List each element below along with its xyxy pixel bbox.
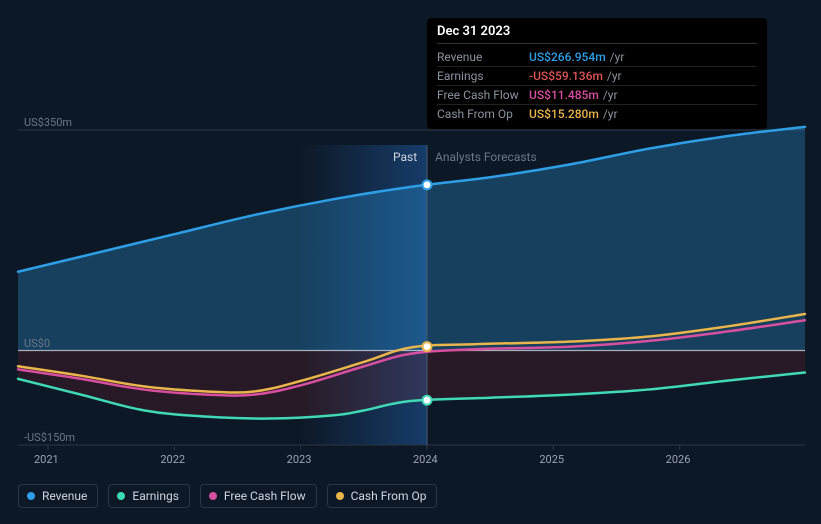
tooltip-row-value: US$266.954m [529, 48, 606, 66]
tooltip-row-unit: /yr [610, 48, 625, 66]
tooltip-row-label: Free Cash Flow [437, 86, 529, 104]
x-axis-label: 2025 [539, 453, 564, 466]
tooltip-row-label: Earnings [437, 67, 529, 85]
tooltip-row-unit: /yr [603, 105, 618, 123]
legend-item[interactable]: Free Cash Flow [200, 484, 317, 508]
tooltip-row-label: Revenue [437, 48, 529, 66]
legend-item[interactable]: Revenue [18, 484, 98, 508]
tooltip-row: Cash From OpUS$15.280m/yr [437, 105, 757, 123]
financials-chart: US$350m US$0 -US$150m Past Analysts Fore… [0, 0, 821, 524]
legend-item-label: Free Cash Flow [224, 489, 306, 503]
x-axis-label: 2022 [160, 453, 185, 466]
tooltip-title: Dec 31 2023 [437, 24, 757, 44]
y-axis-label: US$0 [24, 337, 50, 350]
tooltip-row-value: -US$59.136m [529, 67, 603, 85]
tooltip-row-value: US$15.280m [529, 105, 599, 123]
past-label: Past [393, 150, 417, 164]
legend-dot-icon [117, 492, 125, 500]
legend-item-label: Cash From Op [351, 489, 427, 503]
legend-item[interactable]: Cash From Op [327, 484, 438, 508]
x-axis-label: 2026 [666, 453, 691, 466]
tooltip-row: RevenueUS$266.954m/yr [437, 48, 757, 67]
legend-item[interactable]: Earnings [108, 484, 190, 508]
tooltip-row-unit: /yr [607, 67, 622, 85]
tooltip-row: Earnings-US$59.136m/yr [437, 67, 757, 86]
forecast-label: Analysts Forecasts [435, 150, 537, 164]
tooltip: Dec 31 2023 RevenueUS$266.954m/yrEarning… [427, 18, 767, 129]
legend-dot-icon [336, 492, 344, 500]
x-axis-label: 2024 [413, 453, 438, 466]
legend: Revenue Earnings Free Cash Flow Cash From O… [18, 484, 437, 508]
tooltip-row-unit: /yr [603, 86, 618, 104]
x-axis-label: 2023 [287, 453, 312, 466]
tooltip-row: Free Cash FlowUS$11.485m/yr [437, 86, 757, 105]
tooltip-row-label: Cash From Op [437, 105, 529, 123]
legend-dot-icon [27, 492, 35, 500]
legend-item-label: Earnings [132, 489, 179, 503]
x-axis-label: 2021 [34, 453, 59, 466]
tooltip-row-value: US$11.485m [529, 86, 599, 104]
y-axis-label: -US$150m [24, 431, 75, 444]
legend-item-label: Revenue [42, 489, 87, 503]
y-axis-label: US$350m [24, 116, 72, 129]
legend-dot-icon [209, 492, 217, 500]
